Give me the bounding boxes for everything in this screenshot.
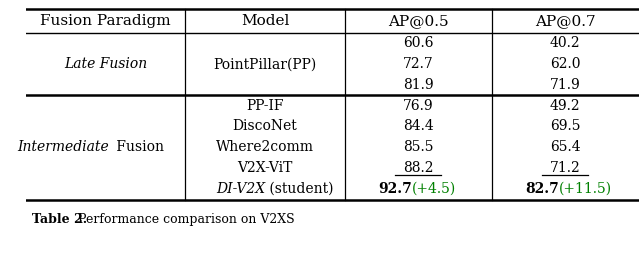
Text: 76.9: 76.9: [403, 99, 433, 113]
Text: 82.7: 82.7: [525, 182, 559, 196]
Text: 65.4: 65.4: [550, 140, 580, 154]
Text: 60.6: 60.6: [403, 36, 433, 50]
Text: AP@0.7: AP@0.7: [535, 14, 595, 28]
Text: DiscoNet: DiscoNet: [233, 120, 298, 133]
Text: DI-V2X: DI-V2X: [216, 182, 265, 196]
Text: 84.4: 84.4: [403, 120, 433, 133]
Text: PP-IF: PP-IF: [246, 99, 284, 113]
Text: 62.0: 62.0: [550, 57, 580, 71]
Text: 92.7: 92.7: [378, 182, 412, 196]
Text: Fusion Paradigm: Fusion Paradigm: [40, 14, 171, 28]
Text: Model: Model: [241, 14, 289, 28]
Text: 71.9: 71.9: [550, 78, 580, 92]
Text: Performance comparison on V2XS: Performance comparison on V2XS: [78, 213, 295, 226]
Text: 81.9: 81.9: [403, 78, 433, 92]
Text: 71.2: 71.2: [550, 161, 580, 175]
Text: Late Fusion: Late Fusion: [64, 57, 147, 71]
Text: (student): (student): [265, 182, 333, 196]
Text: 85.5: 85.5: [403, 140, 433, 154]
Text: 40.2: 40.2: [550, 36, 580, 50]
Text: Where2comm: Where2comm: [216, 140, 314, 154]
Text: Fusion: Fusion: [112, 140, 164, 154]
Text: Intermediate: Intermediate: [17, 140, 109, 154]
Text: V2X-ViT: V2X-ViT: [237, 161, 292, 175]
Text: 72.7: 72.7: [403, 57, 433, 71]
Text: 88.2: 88.2: [403, 161, 433, 175]
Text: (+11.5): (+11.5): [559, 182, 612, 196]
Text: Table 2.: Table 2.: [32, 213, 92, 226]
Text: 49.2: 49.2: [550, 99, 580, 113]
Text: PointPillar(PP): PointPillar(PP): [213, 57, 317, 71]
Text: 69.5: 69.5: [550, 120, 580, 133]
Text: AP@0.5: AP@0.5: [388, 14, 449, 28]
Text: (+4.5): (+4.5): [412, 182, 456, 196]
